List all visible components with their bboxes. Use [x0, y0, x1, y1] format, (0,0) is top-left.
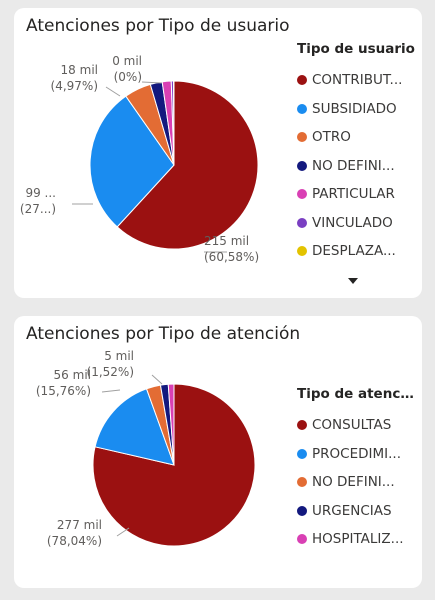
data-label-leader-line — [105, 86, 121, 97]
legend-item[interactable]: NO DEFINI... — [297, 468, 417, 497]
data-label-percent: (78,04%) — [47, 534, 102, 548]
data-label-leader-line — [141, 81, 163, 84]
legend-item[interactable]: PARTICULAR — [297, 180, 417, 209]
legend-item[interactable]: PROCEDIMI... — [297, 440, 417, 469]
legend-scroll-down-icon[interactable] — [348, 278, 358, 284]
pie-slice[interactable] — [116, 80, 259, 250]
legend-swatch — [297, 75, 307, 86]
chart-card-tipo-atencion: Atenciones por Tipo de atención 277 mil (… — [14, 316, 422, 588]
legend-title: Tipo de atenci... — [297, 386, 417, 402]
legend-item[interactable]: VINCULADO — [297, 209, 417, 238]
chart-title: Atenciones por Tipo de usuario — [26, 16, 290, 36]
pie-slice[interactable] — [167, 383, 175, 466]
legend-label: DESPLAZA... — [312, 243, 396, 260]
data-label-value: 215 mil — [204, 234, 249, 248]
data-label-leader-line — [151, 374, 163, 385]
pie-slice[interactable] — [89, 95, 175, 228]
data-label-percent: (27...) — [20, 202, 56, 216]
legend-swatch — [297, 160, 307, 171]
data-label-value: 5 mil — [104, 349, 134, 363]
legend-swatch — [297, 103, 307, 114]
legend-swatch — [297, 246, 307, 257]
legend-item[interactable]: CONSULTAS — [297, 411, 417, 440]
data-label-value: 0 mil — [112, 54, 142, 68]
legend-label: HOSPITALIZ... — [312, 531, 404, 548]
legend: Tipo de atenci... CONSULTAS PROCEDIMI... N… — [297, 386, 417, 554]
legend-swatch — [297, 132, 307, 143]
data-label-value: 277 mil — [57, 518, 102, 532]
legend-item[interactable]: DESPLAZA... — [297, 237, 417, 266]
legend-item[interactable]: NO DEFINI... — [297, 152, 417, 181]
pie-chart-tipo-usuario[interactable]: 215 mil (60,58%) 99 ... (27...) 18 mil (4,97%… — [14, 8, 422, 298]
pie-chart-tipo-atencion[interactable]: 277 mil (78,04%) 56 mil (15,76%) 5 mil (1,52%… — [14, 316, 422, 588]
legend-swatch — [297, 217, 307, 228]
legend-label: CONSULTAS — [312, 417, 392, 434]
legend-swatch — [297, 505, 307, 516]
chart-title: Atenciones por Tipo de atención — [26, 324, 301, 344]
legend-swatch — [297, 189, 307, 200]
data-label-value: 99 ... — [25, 186, 56, 200]
data-label-percent: (15,76%) — [36, 384, 91, 398]
pie-slice[interactable] — [94, 388, 175, 466]
legend: Tipo de usuario CONTRIBUT... SUBSIDIADO OT… — [297, 41, 417, 266]
data-label-leader-line — [116, 527, 130, 537]
chart-card-tipo-usuario: Atenciones por Tipo de usuario 215 mil (6… — [14, 8, 422, 298]
legend-item[interactable]: CONTRIBUT... — [297, 66, 417, 95]
legend-label: VINCULADO — [312, 214, 393, 231]
data-label-value: 18 mil — [61, 63, 98, 77]
legend-label: SUBSIDIADO — [312, 100, 397, 117]
legend-item[interactable]: URGENCIAS — [297, 497, 417, 526]
data-label-percent: (4,97%) — [51, 79, 98, 93]
data-label-percent: (0%) — [114, 70, 142, 84]
legend-label: NO DEFINI... — [312, 157, 395, 174]
legend-swatch — [297, 477, 307, 488]
data-label-percent: (1,52%) — [87, 365, 134, 379]
legend-label: NO DEFINI... — [312, 474, 395, 491]
legend-swatch — [297, 534, 307, 545]
legend-title: Tipo de usuario — [297, 41, 415, 57]
legend-item[interactable]: OTRO — [297, 123, 417, 152]
legend-item[interactable]: SUBSIDIADO — [297, 95, 417, 124]
legend-label: URGENCIAS — [312, 502, 392, 519]
legend-label: PROCEDIMI... — [312, 445, 401, 462]
data-label-leader-line — [101, 389, 121, 393]
legend-item[interactable]: HOSPITALIZ... — [297, 525, 417, 554]
legend-swatch — [297, 420, 307, 431]
legend-label: OTRO — [312, 129, 351, 146]
data-label-value: 56 mil — [54, 368, 91, 382]
legend-label: PARTICULAR — [312, 186, 395, 203]
data-label-percent: (60,58%) — [204, 250, 259, 264]
legend-swatch — [297, 448, 307, 459]
legend-label: CONTRIBUT... — [312, 72, 403, 89]
